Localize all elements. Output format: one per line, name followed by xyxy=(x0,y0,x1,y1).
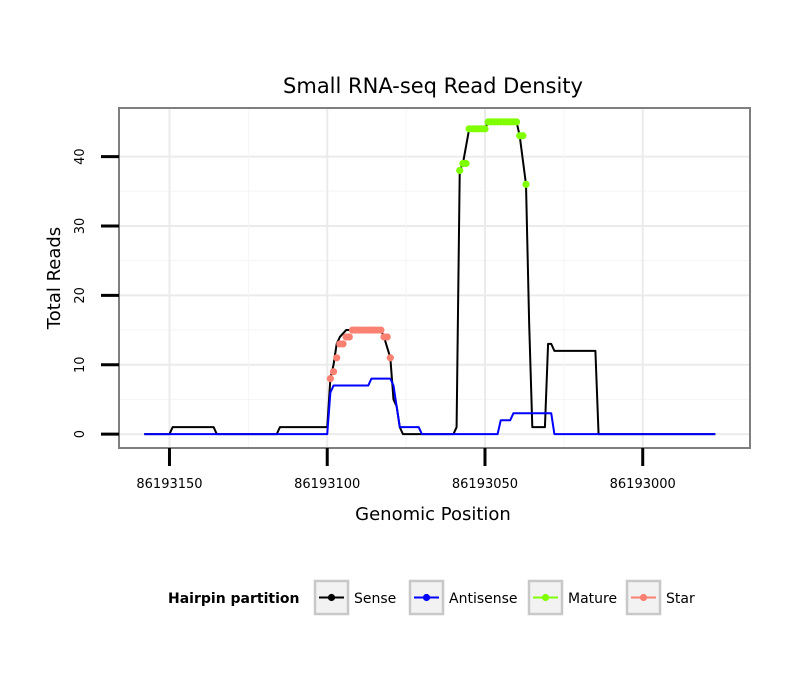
data-point-star xyxy=(333,354,341,362)
legend: Hairpin partition Sense Antisense Mature St… xyxy=(168,579,695,616)
x-tick-label: 86193100 xyxy=(294,477,360,492)
legend-label: Sense xyxy=(354,591,396,607)
legend-key-point xyxy=(327,593,336,602)
data-point-star xyxy=(386,354,394,362)
data-point-mature xyxy=(512,118,521,126)
y-axis-title: Total Reads xyxy=(44,227,65,330)
x-tick-label: 86193150 xyxy=(136,477,202,492)
legend-label: Mature xyxy=(568,591,617,607)
series-line-antisense xyxy=(144,377,716,436)
y-tick-label: 30 xyxy=(73,218,88,235)
plot-border xyxy=(118,107,751,449)
data-point-star xyxy=(329,368,338,376)
legend-key-point xyxy=(639,593,648,602)
x-tick-label: 86193000 xyxy=(610,477,676,492)
series-line-sense xyxy=(144,120,716,436)
data-point-mature xyxy=(462,159,470,168)
chart-title: Small RNA-seq Read Density xyxy=(283,74,583,98)
data-point-mature xyxy=(456,166,464,175)
data-point-mature xyxy=(522,180,530,188)
series-layer xyxy=(144,118,716,436)
data-point-star xyxy=(383,333,391,341)
y-tick-label: 20 xyxy=(73,287,88,304)
x-tick-label: 86193050 xyxy=(452,477,518,492)
axes: 0 10 20 30 40 86193150 86193100 86193050 8619300… xyxy=(73,148,676,492)
x-axis-title: Genomic Position xyxy=(355,504,511,525)
legend-label: Antisense xyxy=(449,591,518,607)
y-tick-label: 10 xyxy=(73,356,88,373)
legend-label: Star xyxy=(666,591,695,607)
y-tick-label: 40 xyxy=(73,148,88,165)
data-point-star xyxy=(345,333,353,341)
data-point-mature xyxy=(481,125,489,133)
legend-key-point xyxy=(422,593,431,602)
y-tick-label: 0 xyxy=(73,430,88,438)
grid xyxy=(119,108,750,448)
legend-title: Hairpin partition xyxy=(168,591,299,607)
data-point-mature xyxy=(519,132,527,140)
legend-key-point xyxy=(541,593,550,602)
data-point-star xyxy=(377,326,385,334)
data-point-star xyxy=(326,375,334,383)
data-point-star xyxy=(339,340,347,348)
